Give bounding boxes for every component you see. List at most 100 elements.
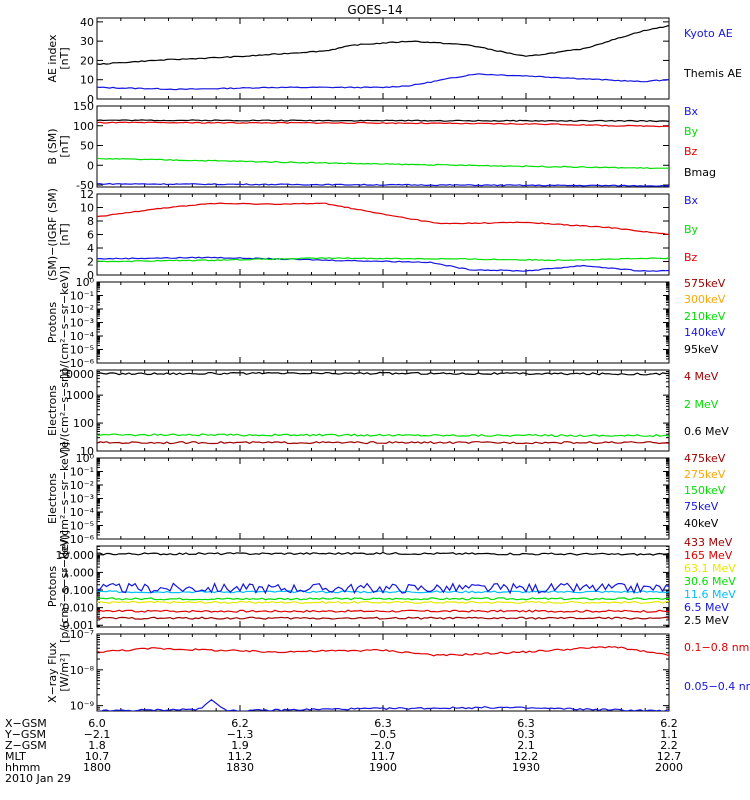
y-tick-label: 10⁻⁶ [70,533,95,546]
y-tick-label: 0 [87,269,94,282]
y-axis-label: Protons [46,566,59,607]
legend-label: 165 MeV [684,549,733,562]
series-line-red [97,645,669,657]
legend-label: 30.6 MeV [684,575,736,588]
y-tick-label: 12 [80,188,94,201]
y-tick-label: 10⁻³ [70,493,94,506]
legend-label: 6.5 MeV [684,601,729,614]
y-tick-label: 20 [80,54,94,67]
series-line-red [97,609,669,613]
x-axis-value: 1900 [369,761,397,774]
y-tick-label: 0.010 [63,602,95,615]
legend-label: 210keV [684,310,726,323]
panel-xray: 10⁻⁹ 10⁻⁸ 10⁻⁷ X−ray Flux [W/m²] 0.1−0.8 nm 0.… [46,628,750,713]
x-axis-table: X−GSM 6.0 6.2 6.3 6.3 6.2 Y−GSM −2.1 −1.3 −0.5 0.3… [4,717,683,785]
x-axis-value: 6.0 [88,717,106,730]
x-axis-value: 1800 [83,761,111,774]
legend-label: Themis AE [683,67,742,80]
x-axis-value: 0.3 [517,728,535,741]
y-axis-label: [p/(cm²−s−sr−keV)] [58,266,71,379]
y-tick-label: 10⁰ [76,276,95,289]
y-tick-label: 10⁻⁴ [70,330,95,343]
y-tick-label: 150 [73,100,94,113]
y-tick-label: 10.000 [56,549,95,562]
x-axis-value: 11.7 [371,750,396,763]
series-line-darkred [97,441,669,445]
legend-label: 2.5 MeV [684,614,729,627]
y-axis-label: [nT] [58,135,71,157]
legend-label: 2 MeV [684,398,719,411]
panel-protons_mev: 0.001 0.010 0.100 1.000 10.000 Protons [p/(cm²… [46,530,736,643]
y-axis-label: [nT] [58,223,71,245]
legend-label: 275keV [684,468,726,481]
series-line-red [97,121,669,128]
legend-label: Bx [684,105,699,118]
legend-label: 300keV [684,293,726,306]
panel-ae: 0 10 20 30 40 AE index [nT] Kyoto AE Themis AE [46,16,742,106]
x-axis-value: 1930 [512,761,540,774]
x-axis-value: −1.3 [227,728,254,741]
panel-frame [96,457,670,540]
y-tick-label: 0 [87,93,94,106]
y-tick-label: 10⁻⁴ [70,506,95,519]
series-line-yellow [97,600,669,604]
series-line-green [97,157,669,170]
y-tick-label: 0.001 [63,619,95,632]
x-axis-value: 11.2 [228,750,253,763]
x-axis-value: 1830 [226,761,254,774]
y-axis-label: [e/(cm²−s−sr−keV)] [58,442,71,555]
legend-label: 40keV [684,517,719,530]
x-axis-value: 6.3 [517,717,535,730]
series-line-black [97,24,669,66]
y-tick-label: 10⁻⁸ [70,664,95,677]
series-line-red [97,202,669,235]
y-axis-label: X−ray Flux [46,642,59,703]
x-axis-value: 6.2 [231,717,249,730]
panel-electrons_mev: 10 100 1000 0000 Electrons [e/(cm²−s−sr)] 4 Me… [46,368,729,458]
plot-title: GOES–14 [347,3,402,17]
x-axis-row-label: MLT [5,750,26,763]
legend-label: Kyoto AE [684,27,733,40]
x-axis-value: 6.2 [660,717,678,730]
series-line-blue [97,256,669,272]
y-tick-label: 10⁰ [76,452,95,465]
legend-label: Bz [684,145,698,158]
date-label: 2010 Jan 29 [5,772,71,785]
y-tick-label: 6 [87,229,94,242]
x-axis-value: 2000 [655,761,683,774]
y-tick-label: 4 [87,242,94,255]
y-tick-label: 10⁻⁷ [70,628,94,641]
series-line-blue [97,699,669,711]
y-tick-label: 10⁻⁹ [70,700,94,713]
x-axis-value: 6.3 [374,717,392,730]
y-tick-label: 0.100 [63,584,95,597]
legend-label: Bx [684,194,699,207]
panel-frame [96,633,670,712]
x-axis-row-label: Z−GSM [5,739,47,752]
x-axis-value: 10.7 [85,750,110,763]
legend-label: 575keV [684,277,726,290]
legend-label: 433 MeV [684,536,733,549]
y-tick-label: 50 [80,140,94,153]
x-axis-value: −2.1 [84,728,111,741]
series-line-black [97,371,669,376]
y-tick-label: 10⁻⁵ [70,344,94,357]
y-tick-label: 10⁻² [70,303,94,316]
y-tick-label: -50 [76,179,94,192]
legend-label: 0.05−0.4 nm [684,680,750,693]
y-tick-label: 8 [87,215,94,228]
y-tick-label: 1.000 [63,566,95,579]
y-tick-label: 10⁻³ [70,317,94,330]
y-tick-label: 10 [80,445,94,458]
y-tick-label: 10⁻⁶ [70,357,95,370]
x-axis-value: 2.2 [660,739,678,752]
x-axis-row-label: hhmm [5,761,40,774]
series-line-green [97,597,669,601]
y-axis-label: [W/m²] [58,653,71,691]
series-line-blue [97,73,669,91]
x-axis-value: 1.1 [660,728,678,741]
